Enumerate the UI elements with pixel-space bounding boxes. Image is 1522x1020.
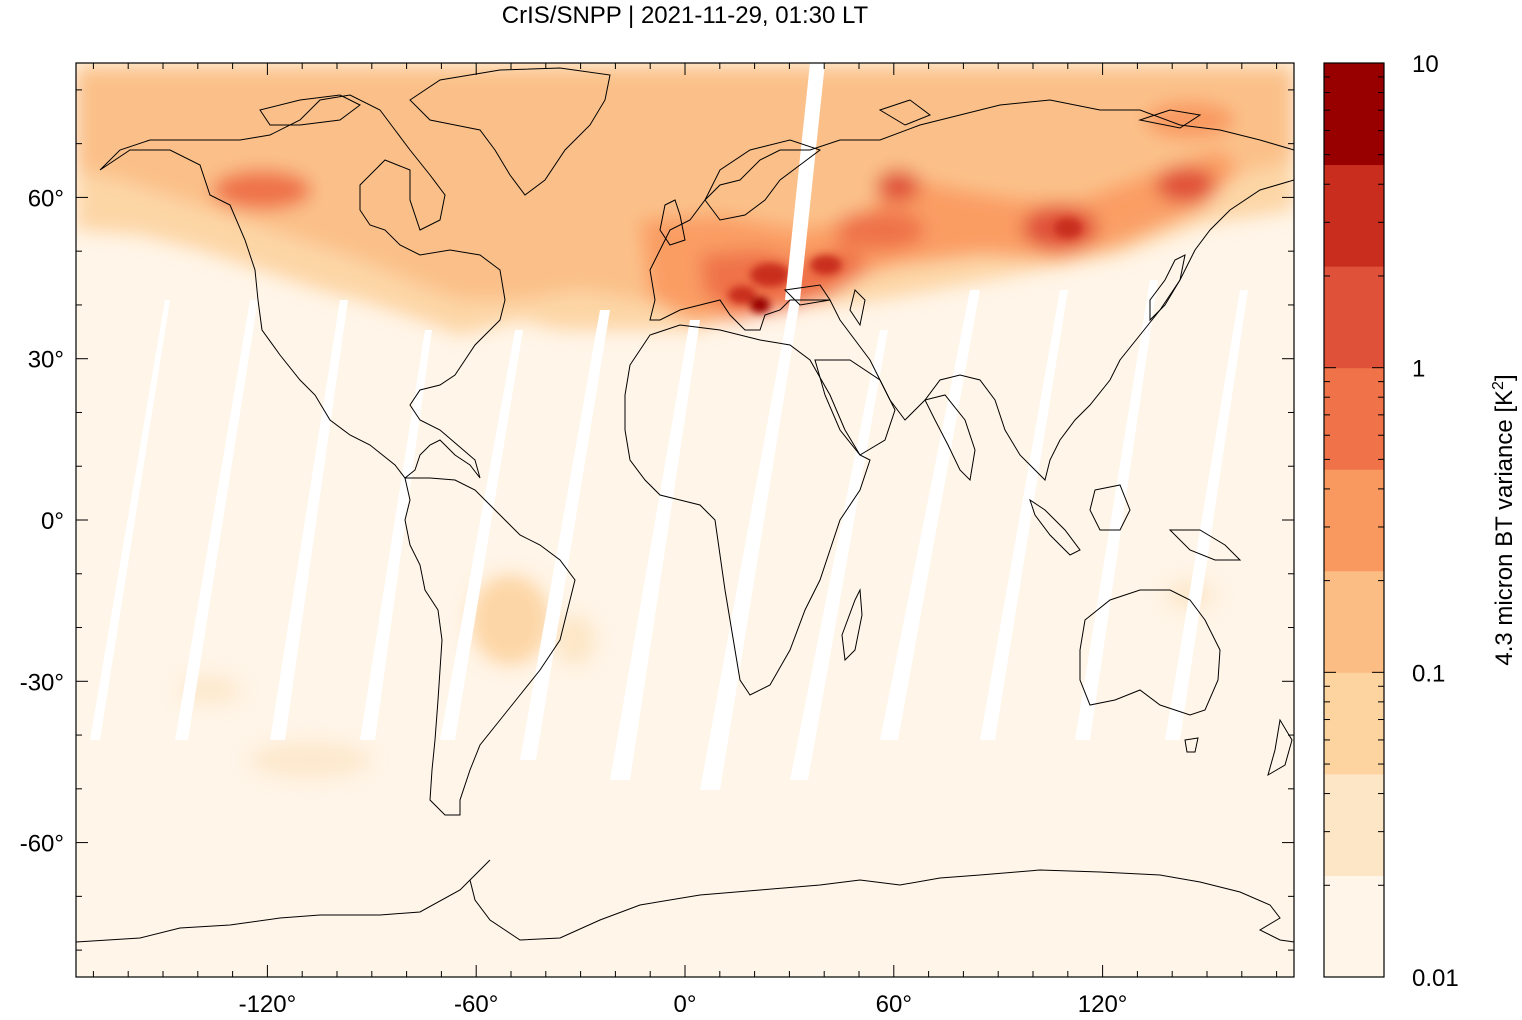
coastline-scandinavia [704, 139, 822, 221]
variance-field [76, 63, 1294, 790]
coastline-sumatra [1029, 498, 1081, 556]
coastline-africa [624, 324, 871, 696]
coastline-india [924, 394, 976, 482]
colorbar-tick-label: 0.01 [1412, 965, 1459, 992]
x-tick-label: 0° [674, 991, 697, 1018]
y-tick-label: -30° [20, 669, 64, 696]
y-tick-label: -60° [20, 831, 64, 858]
colorbar-band [1324, 164, 1384, 267]
variance-peaks [728, 218, 1082, 313]
coastline-tasmania [1184, 737, 1199, 753]
coastline-black-sea [783, 284, 831, 306]
colorbar-band [1324, 266, 1384, 369]
coastline-japan [1149, 254, 1186, 322]
map-tick-labels: -120° -60° 0° 60° 120° 60° 30° 0° -30° -60° [20, 185, 1128, 1018]
map-ticks [76, 63, 1294, 977]
coastline-arabia [814, 359, 896, 456]
y-tick-label: 0° [41, 508, 64, 535]
colorbar-band [1324, 469, 1384, 572]
colorbar-band [1324, 63, 1384, 166]
coastline-south-america [404, 477, 576, 816]
x-tick-label: -120° [239, 991, 297, 1018]
x-tick-label: 60° [876, 991, 912, 1018]
coastline-borneo [1089, 484, 1131, 531]
plot-title: CrIS/SNPP | 2021-11-29, 01:30 LT [501, 2, 869, 29]
colorbar-title: 4.3 micron BT variance [K2] [1490, 374, 1518, 665]
coastline-new-guinea [1168, 529, 1242, 561]
coastlines [76, 67, 1294, 943]
colorbar-frame [1323, 62, 1385, 978]
coastline-eurasia [649, 99, 1294, 481]
swath-gaps [90, 63, 1248, 790]
coastline-britain [659, 199, 686, 246]
colorbar-tick-label: 1 [1412, 356, 1425, 383]
colorbar-band [1324, 570, 1384, 673]
coastline-north-america [99, 94, 506, 479]
colorbar-ticks [1324, 76, 1384, 978]
x-tick-label: 120° [1078, 991, 1128, 1018]
y-tick-label: 60° [28, 185, 64, 212]
colorbar [1324, 63, 1384, 978]
colorbar-tick-label: 0.1 [1412, 660, 1445, 687]
coastline-antarctica [76, 859, 1294, 943]
y-tick-label: 30° [28, 347, 64, 374]
coastline-caspian [849, 289, 866, 327]
colorbar-tick-labels: 10 1 0.1 0.01 [1412, 51, 1459, 992]
colorbar-tick-label: 10 [1412, 51, 1439, 78]
coastline-madagascar [841, 588, 863, 662]
coastline-new-zealand [1267, 718, 1293, 777]
coastline-greenland [409, 67, 611, 196]
colorbar-band [1324, 773, 1384, 876]
coastline-australia [1079, 589, 1221, 716]
colorbar-band [1324, 672, 1384, 775]
colorbar-band [1324, 875, 1384, 978]
coastline-arctic-islands [259, 94, 1202, 129]
colorbar-band [1324, 367, 1384, 470]
x-tick-label: -60° [454, 991, 498, 1018]
